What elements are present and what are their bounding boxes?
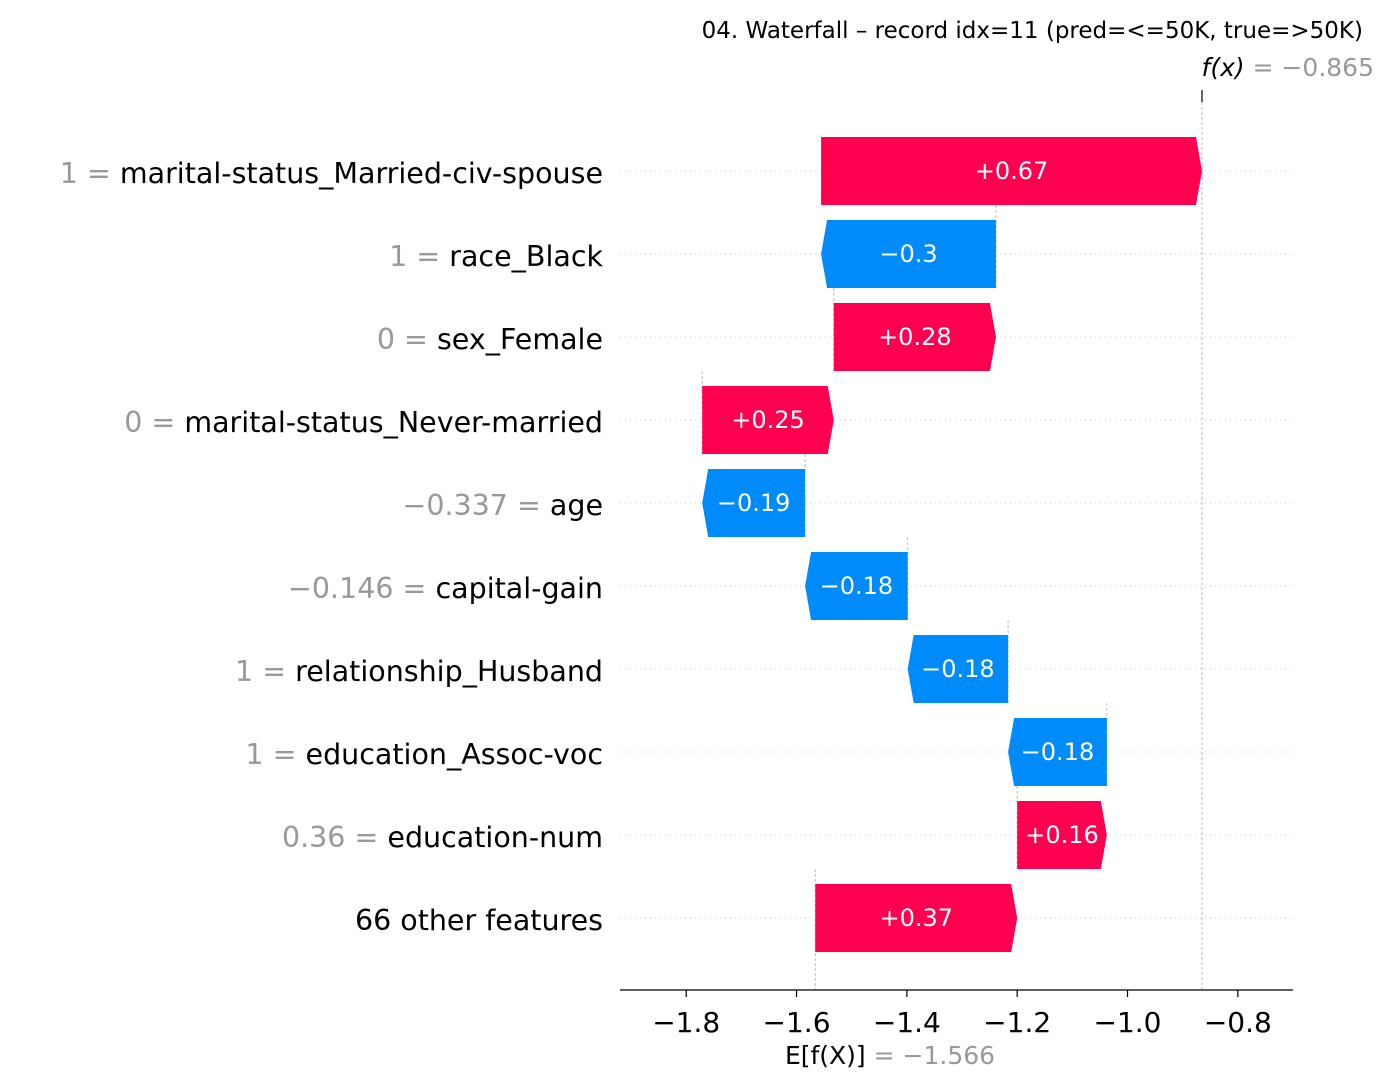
feature-name: education-num: [387, 821, 603, 854]
feature-value: 1 =: [60, 157, 120, 190]
bar-8: [1008, 718, 1107, 786]
feature-name: capital-gain: [435, 572, 603, 605]
feature-name: 66 other features: [355, 904, 603, 937]
feature-value: 1 =: [235, 655, 295, 688]
bar-value-label: +0.28: [878, 323, 952, 351]
feature-label: 1 = marital-status_Married-civ-spouse: [60, 157, 603, 190]
feature-name: education_Assoc-voc: [306, 738, 603, 771]
feature-label: 0 = marital-status_Never-married: [124, 406, 603, 439]
bar-value-label: +0.16: [1025, 821, 1099, 849]
bar-1: [821, 137, 1202, 205]
bar-3: [833, 303, 996, 371]
feature-label: 0.36 = education-num: [282, 821, 603, 854]
output-value-label: f(x) = −0.865: [1202, 53, 1374, 82]
feature-label: 66 other features: [355, 904, 603, 937]
base-value-label: E[f(X)] = −1.566: [785, 1041, 995, 1070]
bar-5: [702, 469, 806, 537]
base-value-text: = −1.566: [874, 1041, 995, 1070]
feature-value: 1 =: [245, 738, 305, 771]
bar-value-label: −0.18: [921, 655, 995, 683]
bar-value-label: +0.67: [975, 157, 1049, 185]
bar-value-label: −0.18: [820, 572, 894, 600]
x-tick-label: −1.4: [873, 1006, 941, 1039]
feature-value: −0.146 =: [288, 572, 435, 605]
feature-label: 1 = relationship_Husband: [235, 655, 603, 688]
feature-label: 1 = race_Black: [389, 240, 603, 273]
x-tick-label: −1.2: [983, 1006, 1051, 1039]
bars: +0.67 −0.3 +0.28 +0.25 −0.19 −0.18 −0.18 −0.18 +…: [702, 137, 1202, 952]
bar-9: [1017, 801, 1107, 869]
bar-10: [815, 884, 1018, 952]
output-prefix: f(x): [1202, 53, 1245, 82]
feature-label: 1 = education_Assoc-voc: [245, 738, 603, 771]
bar-2: [821, 220, 996, 288]
bar-7: [907, 635, 1009, 703]
feature-label: −0.337 = age: [402, 489, 603, 522]
feature-name: marital-status_Never-married: [184, 406, 603, 439]
feature-value: 0.36 =: [282, 821, 387, 854]
feature-value: 0 =: [124, 406, 184, 439]
feature-name: race_Black: [449, 240, 603, 273]
bar-value-label: −0.18: [1021, 738, 1095, 766]
x-tick-label: −1.8: [652, 1006, 720, 1039]
x-tick-label: −1.6: [763, 1006, 831, 1039]
x-tick-label: −0.8: [1204, 1006, 1272, 1039]
feature-label: −0.146 = capital-gain: [288, 572, 603, 605]
bar-value-label: −0.3: [879, 240, 937, 268]
bar-value-label: −0.19: [717, 489, 791, 517]
base-prefix: E[f(X)]: [785, 1041, 866, 1070]
bar-4: [702, 386, 834, 454]
bar-value-label: +0.25: [731, 406, 805, 434]
x-tick-label: −1.0: [1094, 1006, 1162, 1039]
feature-name: relationship_Husband: [295, 655, 603, 688]
feature-label: 0 = sex_Female: [377, 323, 603, 356]
feature-name: marital-status_Married-civ-spouse: [120, 157, 603, 190]
feature-value: 0 =: [377, 323, 437, 356]
chart-title: 04. Waterfall – record idx=11 (pred=<=50…: [702, 18, 1363, 44]
feature-name: sex_Female: [437, 323, 603, 356]
bar-6: [805, 552, 908, 620]
feature-value: 1 =: [389, 240, 449, 273]
bar-value-label: +0.37: [879, 904, 953, 932]
feature-name: age: [550, 489, 603, 522]
output-value-text: = −0.865: [1253, 53, 1374, 82]
x-axis: −1.8 −1.6 −1.4 −1.2 −1.0 −0.8: [620, 989, 1293, 1039]
feature-value: −0.337 =: [402, 489, 549, 522]
